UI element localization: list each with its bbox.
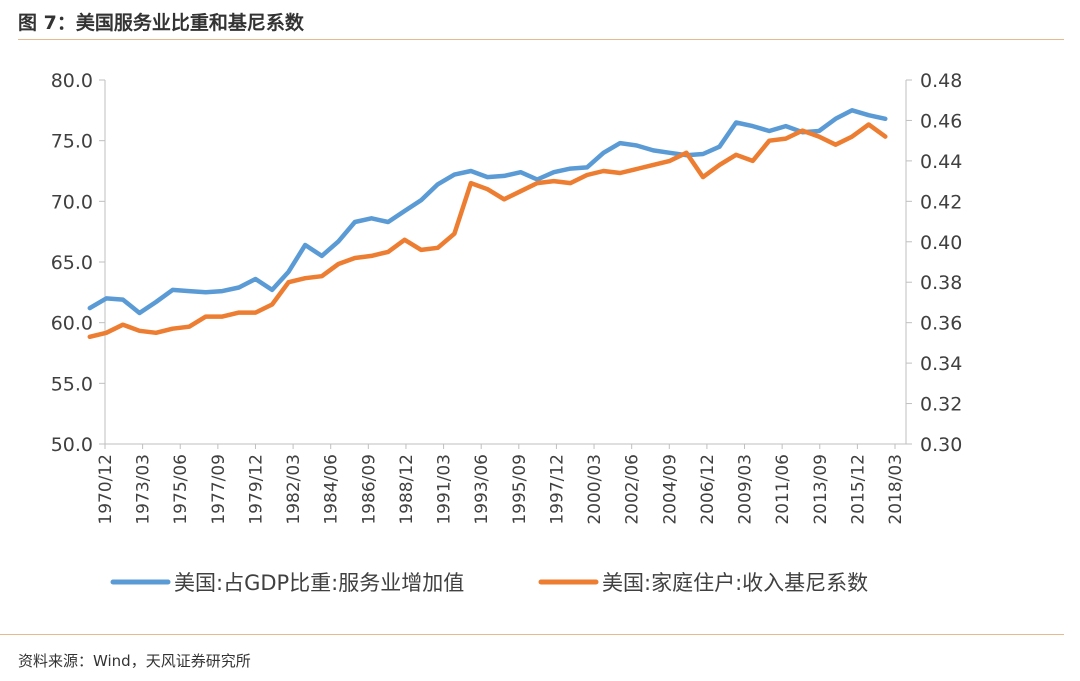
x-tick-label: 2013/09 [811,454,831,525]
left-y-tick-label: 80.0 [51,70,93,92]
right-y-tick-label: 0.44 [920,151,962,173]
title-divider [18,39,1064,40]
x-tick-label: 1970/12 [96,454,116,525]
series-line-2 [87,122,888,340]
right-y-tick-label: 0.42 [920,191,962,213]
legend-label-1: 美国:占GDP比重:服务业增加值 [174,571,464,595]
right-y-tick-label: 0.48 [920,70,962,92]
x-tick-label: 1988/12 [397,454,417,525]
left-y-tick-label: 65.0 [51,252,93,274]
left-y-tick-label: 50.0 [51,434,93,456]
right-y-tick-label: 0.38 [920,272,962,294]
left-y-axis-ticks: 50.0 55.0 60.0 65.0 70.0 75.0 80.0 [51,70,105,456]
x-axis-ticks: 1970/12 1973/03 1975/06 1977/09 1979/12 1982/… [96,444,906,525]
series-layer [87,108,888,340]
x-tick-label: 2002/06 [623,454,643,525]
x-tick-label: 1977/09 [209,454,229,525]
dual-axis-line-chart: 50.055.060.065.070.075.080.0 0.300.320.3… [51,70,963,595]
left-y-tick-label: 55.0 [51,373,93,395]
left-y-tick-label: 70.0 [51,191,93,213]
right-y-tick-label: 0.32 [920,394,962,416]
figure-title: 图 7：美国服务业比重和基尼系数 [18,12,304,34]
x-tick-label: 1986/09 [359,454,379,525]
x-tick-label: 1993/06 [472,454,492,525]
right-y-tick-label: 0.36 [920,313,962,335]
left-y-tick-label: 60.0 [51,313,93,335]
series-line-1 [87,108,888,316]
right-y-tick-label: 0.46 [920,110,962,132]
x-tick-label: 2018/03 [886,454,906,525]
right-y-tick-label: 0.40 [920,232,962,254]
x-tick-label: 1984/06 [322,454,342,525]
right-y-tick-label: 0.34 [920,353,962,375]
chart-axes [104,80,907,445]
x-tick-label: 1991/03 [435,454,455,525]
x-tick-label: 2011/06 [773,454,793,525]
x-tick-label: 2004/09 [660,454,680,525]
source-note: 资料来源：Wind，天风证券研究所 [18,652,251,670]
x-tick-label: 2000/03 [585,454,605,525]
x-tick-label: 1975/06 [171,454,191,525]
legend-label-2: 美国:家庭住户:收入基尼系数 [602,571,868,595]
x-tick-label: 1995/09 [510,454,530,525]
right-y-tick-label: 0.30 [920,434,962,456]
x-tick-label: 2015/12 [848,454,868,525]
chart-legend: 美国:占GDP比重:服务业增加值 美国:家庭住户:收入基尼系数 [110,571,868,595]
x-tick-label: 1982/03 [284,454,304,525]
x-tick-label: 1973/03 [134,454,154,525]
footer-divider [0,634,1064,635]
right-y-axis-ticks: 0.30 0.32 0.34 0.36 0.38 0.40 0.42 0.44 0.46 0.48 [906,70,962,456]
left-y-tick-label: 75.0 [51,131,93,153]
x-tick-label: 1997/12 [547,454,567,525]
x-tick-label: 1979/12 [246,454,266,525]
x-tick-label: 2009/03 [736,454,756,525]
x-tick-label: 2006/12 [698,454,718,525]
